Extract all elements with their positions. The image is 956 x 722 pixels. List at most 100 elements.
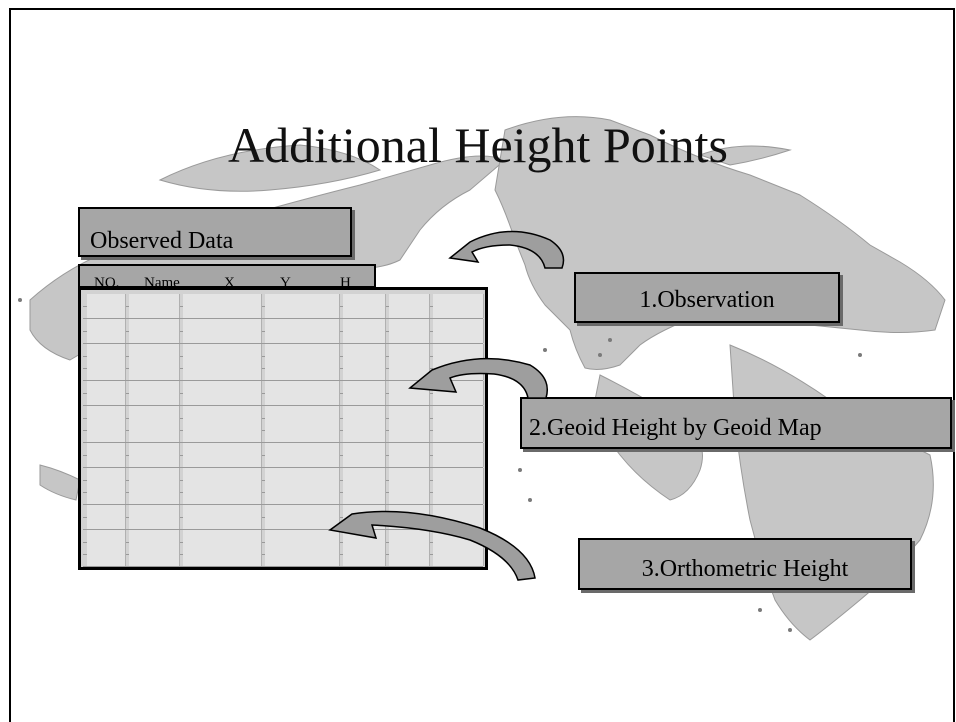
table-cell [433,554,484,567]
step-observation: 1.Observation [574,272,840,323]
table-cell [343,442,386,455]
table-cell [343,455,386,468]
table-row [83,467,484,481]
table-cell [343,318,386,331]
table-cell [87,542,126,554]
table-cell [433,480,484,492]
table-row [83,368,484,382]
table-row [83,380,484,394]
table-cell [183,405,262,418]
table-cell [433,492,484,505]
table-cell [87,318,126,331]
table-row [83,294,484,307]
table-cell [389,517,430,530]
table-cell [389,430,430,443]
table-cell [343,356,386,368]
table-cell [129,368,180,381]
table-cell [433,529,484,542]
table-cell [129,405,180,418]
table-cell [343,306,386,319]
table-cell [433,331,484,344]
table-cell [389,529,430,542]
table-cell [129,430,180,443]
table-cell [343,294,386,306]
table-row [83,517,484,531]
table-cell [183,306,262,319]
table-cell [183,294,262,306]
header-y: Y [280,275,291,291]
table-cell [129,393,180,406]
table-cell [433,455,484,468]
table-cell [129,517,180,530]
table-cell [129,380,180,393]
table-cell [183,504,262,517]
table-cell [183,517,262,530]
table-row [83,318,484,332]
table-cell [265,442,340,455]
table-cell [343,368,386,381]
table-cell [129,318,180,331]
table-cell [129,356,180,368]
table-row [83,331,484,345]
table-cell [87,492,126,505]
table-cell [87,418,126,430]
table-cell [343,504,386,517]
table-cell [343,467,386,480]
table-cell [183,554,262,567]
table-row [83,405,484,419]
table-cell [433,405,484,418]
table-cell [343,430,386,443]
table-cell [389,455,430,468]
table-cell [433,318,484,331]
table-cell [87,294,126,306]
table-cell [265,393,340,406]
table-cell [129,331,180,344]
table-cell [87,368,126,381]
table-row [83,393,484,407]
table-cell [433,418,484,430]
table-cell [389,306,430,319]
table-cell [343,393,386,406]
table-cell [433,343,484,356]
table-cell [389,554,430,567]
table-cell [265,455,340,468]
table-cell [389,542,430,554]
table-cell [343,480,386,492]
table-cell [265,430,340,443]
table-cell [129,554,180,567]
table-cell [265,306,340,319]
header-h: H [340,275,351,291]
table-cell [433,467,484,480]
table-cell [183,356,262,368]
table-cell [129,294,180,306]
table-cell [343,542,386,554]
table-row [83,356,484,369]
table-cell [343,380,386,393]
table-cell [389,467,430,480]
table-cell [183,368,262,381]
table-row [83,343,484,357]
table-cell [433,430,484,443]
table-cell [183,430,262,443]
table-cell [265,492,340,505]
table-cell [265,331,340,344]
table-cell [183,393,262,406]
table-cell [389,368,430,381]
table-cell [87,442,126,455]
slide-frame [9,8,955,722]
table-cell [343,554,386,567]
table-cell [87,356,126,368]
table-row [83,442,484,456]
table-cell [265,368,340,381]
table-cell [389,356,430,368]
table-cell [87,343,126,356]
table-cell [265,529,340,542]
table-cell [265,517,340,530]
table-cell [343,343,386,356]
table-cell [87,380,126,393]
step-orthometric-height: 3.Orthometric Height [578,538,912,590]
table-cell [183,442,262,455]
table-cell [87,467,126,480]
table-cell [433,442,484,455]
table-cell [433,517,484,530]
